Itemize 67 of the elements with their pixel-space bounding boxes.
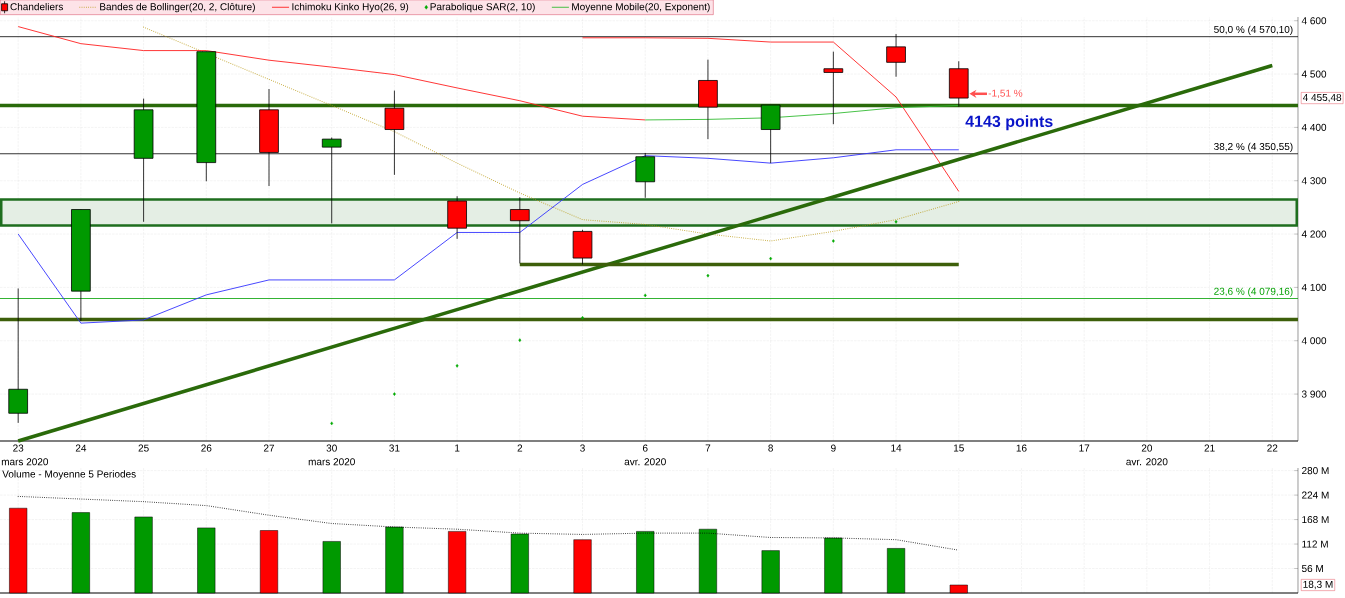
ref-line-label: 50,0 % (4 570,10) <box>1214 25 1293 35</box>
legend-label: Ichimoku Kinko Hyo(26, 9) <box>292 2 409 13</box>
point <box>643 293 647 298</box>
point <box>393 392 396 396</box>
annotation: -1,51 % <box>988 89 1023 98</box>
y-tick-label: 4 500 <box>1301 70 1327 78</box>
x-tick-label: 9 <box>831 444 836 452</box>
point <box>581 315 584 320</box>
point <box>769 256 773 261</box>
ref-line-label: 23,6 % (4 079,16) <box>1214 287 1293 297</box>
x-tick-label: 17 <box>1079 444 1090 452</box>
legend-label: Bandes de Bollinger(20, 2, Clôture) <box>100 2 255 13</box>
x-tick-label: 30 <box>326 444 337 452</box>
x-tick-label: 3 <box>580 444 585 452</box>
legend-label: Moyenne Mobile(20, Exponent) <box>572 2 710 13</box>
y-tick-label: 168 M <box>1302 516 1329 524</box>
text: avr. 2020 <box>1126 458 1168 466</box>
ref-line-label: 38,2 % (4 350,55) <box>1214 142 1293 153</box>
x-tick-label: 26 <box>201 444 212 452</box>
text: 4 455,48 <box>1302 93 1342 103</box>
point <box>455 364 459 368</box>
y-tick-label: 4 200 <box>1301 230 1327 238</box>
x-tick-label: 8 <box>768 444 773 452</box>
x-tick-label: 20 <box>1141 444 1153 452</box>
point <box>330 421 334 426</box>
text: avr. 2020 <box>624 458 666 466</box>
y-tick-label: 4 000 <box>1301 337 1327 345</box>
point <box>894 220 898 224</box>
x-tick-label: 1 <box>455 444 460 452</box>
y-tick-label: 4 100 <box>1301 283 1327 291</box>
x-tick-label: 2 <box>517 444 523 452</box>
x-tick-label: 6 <box>642 444 648 452</box>
point <box>706 273 710 278</box>
x-tick-label: 7 <box>705 444 711 452</box>
x-tick-label: 24 <box>75 444 87 452</box>
text: 18,3 M <box>1303 580 1333 590</box>
x-tick-label: 31 <box>389 444 400 452</box>
legend-label: Chandeliers <box>10 2 63 11</box>
x-tick-label: 15 <box>953 444 964 452</box>
text: mars 2020 <box>1 458 49 466</box>
y-tick-label: 112 M <box>1302 540 1328 548</box>
x-tick-label: 25 <box>138 444 149 452</box>
line-series <box>582 37 960 192</box>
y-tick-label: 4 300 <box>1301 177 1327 185</box>
line-series <box>143 26 960 242</box>
y-tick-label: 4 600 <box>1301 17 1327 25</box>
annotation: 4143 points <box>965 115 1053 131</box>
x-tick-label: 14 <box>891 444 902 452</box>
text: mars 2020 <box>308 458 355 466</box>
x-tick-label: 21 <box>1204 444 1215 452</box>
x-tick-label: 22 <box>1267 444 1278 452</box>
x-tick-label: 23 <box>13 444 24 452</box>
x-tick-label: 16 <box>1016 444 1027 452</box>
candlestick <box>510 196 530 264</box>
y-tick-label: 224 M <box>1302 491 1329 499</box>
candlestick <box>823 51 844 125</box>
line-series <box>17 26 646 121</box>
x-tick-label: 27 <box>263 444 275 452</box>
line-series <box>644 105 960 121</box>
point <box>831 239 835 243</box>
point <box>518 338 522 342</box>
y-tick-label: 4 400 <box>1301 123 1327 131</box>
legend-label: Parabolique SAR(2, 10) <box>430 2 535 13</box>
y-tick-label: 3 900 <box>1301 390 1327 398</box>
y-tick-label: 56 M <box>1301 564 1323 573</box>
chart-title: Volume - Moyenne 5 Periodes <box>2 470 136 480</box>
y-tick-label: 280 M <box>1302 467 1329 475</box>
